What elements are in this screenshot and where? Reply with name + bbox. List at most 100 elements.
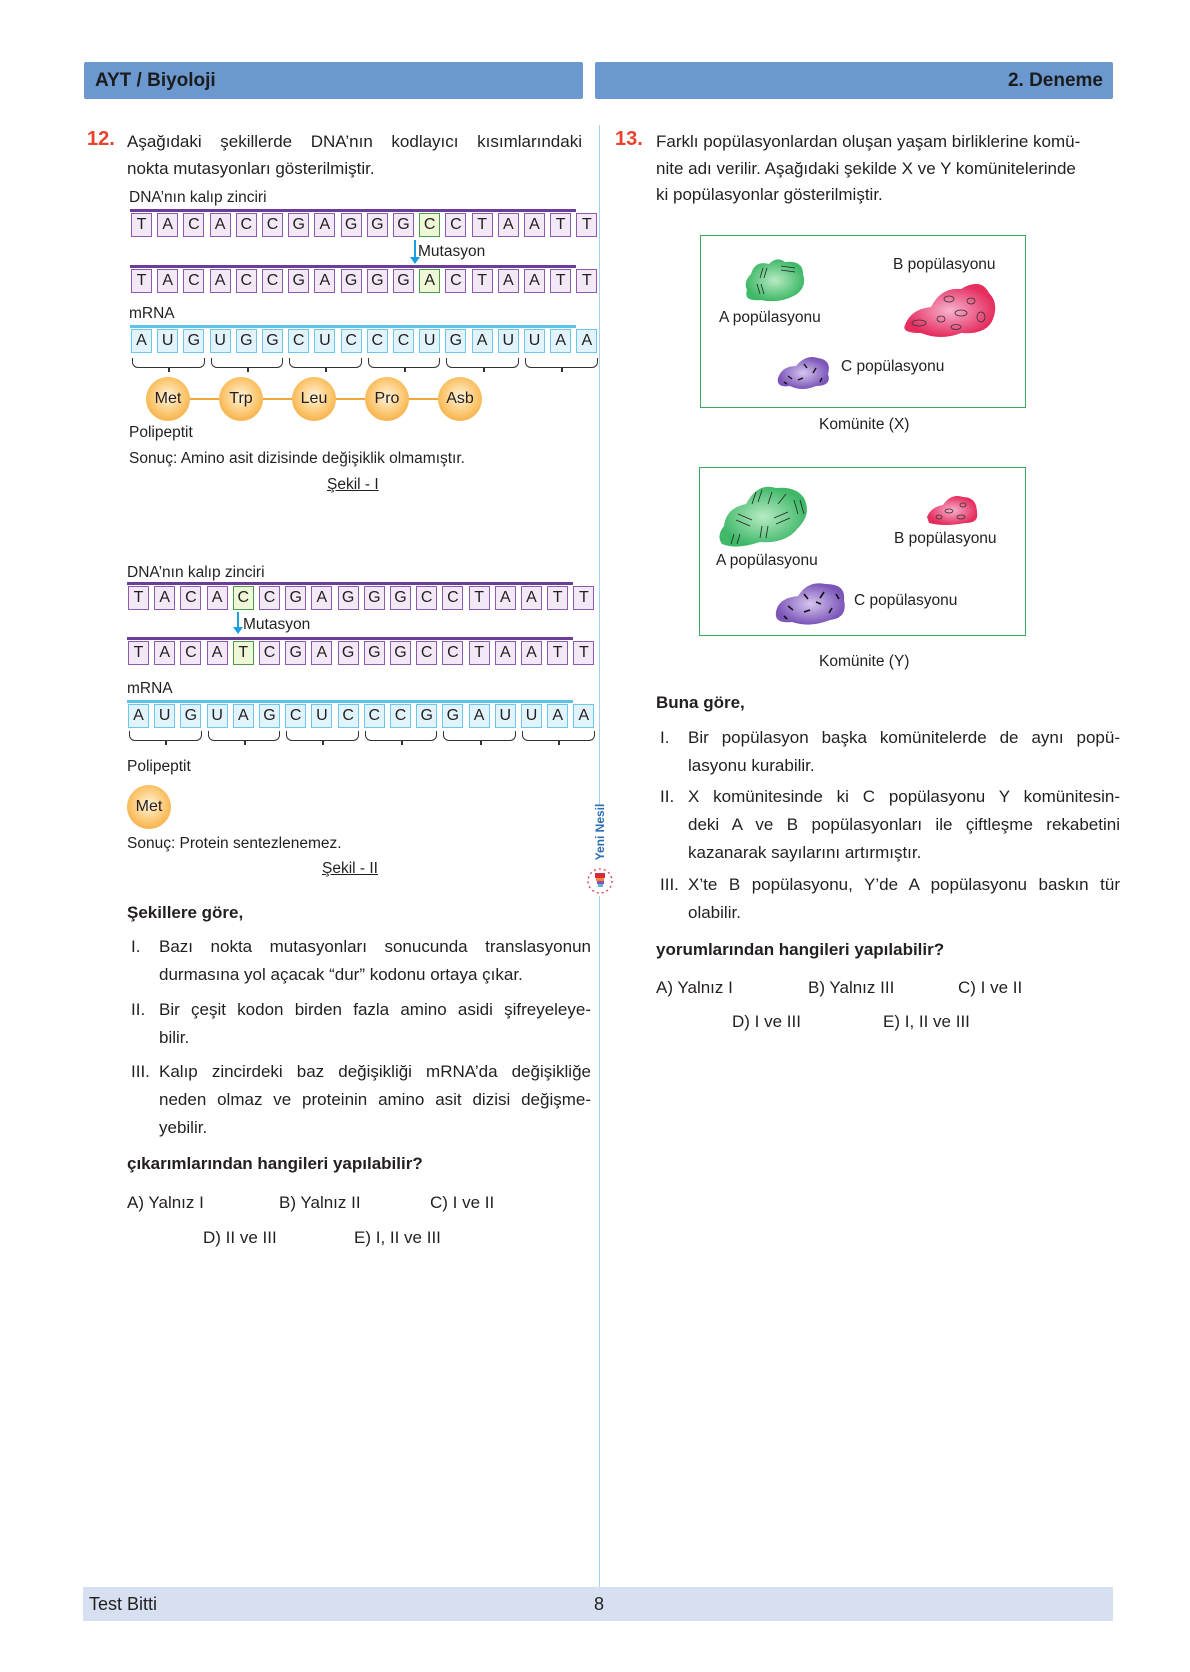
base-cell: C [259, 586, 280, 610]
base-cell: A [494, 641, 516, 665]
base-cell: A [154, 641, 176, 665]
fig2-polypeptide-label: Polipeptit [127, 758, 191, 775]
q13-number: 13. [615, 128, 643, 150]
base-cell: A [521, 586, 542, 610]
population-b-icon [904, 283, 996, 337]
codon-brace [525, 358, 598, 372]
codon-brace [129, 731, 202, 745]
y-population-c-label: C popülasyonu [854, 592, 958, 609]
community-x-box: A popülasyonu B popülasyonu C popülasyon… [700, 235, 1026, 408]
q12-option-e[interactable]: E) I, II ve III [354, 1228, 441, 1247]
base-cell: C [393, 329, 414, 353]
base-cell: G [363, 586, 385, 610]
codon-brace [207, 731, 281, 745]
fig1-result: Sonuç: Amino asit dizisinde değişiklik o… [129, 450, 465, 467]
base-cell: C [180, 641, 202, 665]
base-cell: A [573, 704, 595, 728]
q13-option-e[interactable]: E) I, II ve III [883, 1012, 970, 1031]
base-cell: G [235, 329, 257, 353]
population-a-icon [745, 259, 805, 302]
statement-line: yebilir. [159, 1118, 208, 1137]
mutated-base-cell: C [232, 586, 254, 610]
codon-brace [210, 358, 284, 372]
fig1-mrna-label: mRNA [129, 305, 175, 322]
statement-line: bilir. [159, 1028, 190, 1047]
base-cell: G [363, 641, 385, 665]
base-cell: A [547, 704, 569, 728]
q13-lead: Buna göre, [656, 693, 745, 712]
base-cell: C [366, 329, 388, 353]
base-cell: T [547, 586, 569, 610]
q12-option-b[interactable]: B) Yalnız II [279, 1193, 361, 1212]
fig2-mutation-label: Mutasyon [243, 616, 311, 633]
base-cell: A [209, 213, 231, 237]
q12-option-a[interactable]: A) Yalnız I [127, 1193, 204, 1212]
amino-acid: Pro [365, 377, 409, 421]
base-cell: A [314, 269, 336, 293]
base-cell: G [366, 213, 388, 237]
base-cell: A [232, 704, 254, 728]
q13-stem-line2: nite adı verilir. Aşağıdaki şekilde X ve… [656, 159, 1076, 178]
fig1-mutation-label: Mutasyon [418, 243, 486, 260]
base-cell: C [390, 704, 411, 728]
q12-option-d[interactable]: D) II ve III [203, 1228, 277, 1247]
base-cell: T [547, 641, 569, 665]
q13-question: yorumlarından hangileri yapılabilir? [656, 940, 945, 959]
amino-acid: Leu [292, 377, 336, 421]
base-cell: U [497, 329, 519, 353]
q13-option-a[interactable]: A) Yalnız I [656, 978, 733, 997]
base-cell: G [288, 213, 310, 237]
base-cell: A [311, 586, 333, 610]
codon-brace [132, 358, 205, 372]
base-cell: A [131, 329, 152, 353]
base-cell: A [494, 586, 516, 610]
population-b-icon [927, 496, 978, 525]
statement-line: Bazı nokta mutasyonları sonucunda transl… [159, 937, 591, 956]
fig1-dna-label: DNA’nın kalıp zinciri [129, 189, 267, 206]
base-cell: G [445, 329, 467, 353]
base-cell: G [288, 269, 310, 293]
statement-number: III. [131, 1062, 150, 1081]
base-cell: A [524, 269, 545, 293]
base-cell: C [235, 213, 257, 237]
base-cell: T [550, 213, 572, 237]
base-cell: U [314, 329, 336, 353]
base-cell: G [393, 269, 414, 293]
base-cell: G [393, 213, 414, 237]
base-cell: C [288, 329, 310, 353]
mutated-base-cell: A [419, 269, 441, 293]
q13-option-d[interactable]: D) I ve III [732, 1012, 801, 1031]
base-cell: A [497, 269, 519, 293]
fig2-mrna-label: mRNA [127, 680, 173, 697]
base-cell: C [183, 213, 205, 237]
q13-option-c[interactable]: C) I ve II [958, 978, 1023, 997]
codon-brace [446, 358, 519, 372]
base-cell: G [390, 586, 411, 610]
base-cell: C [337, 704, 359, 728]
base-cell: T [576, 269, 598, 293]
logo-icon [587, 868, 613, 894]
q13-option-b[interactable]: B) Yalnız III [808, 978, 895, 997]
base-cell: G [366, 269, 388, 293]
statement-line: lasyonu kurabilir. [688, 756, 815, 775]
x-population-a-label: A popülasyonu [719, 309, 821, 326]
base-cell: G [285, 586, 307, 610]
statement-line: kazanarak sayılarını artırmıştır. [688, 843, 922, 862]
base-cell: G [259, 704, 280, 728]
codon-brace [289, 358, 362, 372]
fig1-caption: Şekil - I [327, 476, 379, 493]
base-cell: G [340, 269, 362, 293]
statement-line: X’te B popülasyonu, Y’de A popülasyonu b… [688, 875, 1120, 894]
statement-line: neden olmaz ve proteinin amino asit dizi… [159, 1090, 591, 1109]
q12-option-c[interactable]: C) I ve II [430, 1193, 495, 1212]
q12-stem-line2: nokta mutasyonları gösterilmiştir. [127, 159, 375, 178]
base-cell: U [311, 704, 333, 728]
base-cell: A [468, 704, 490, 728]
header-left: AYT / Biyoloji [84, 62, 583, 99]
x-population-c-label: C popülasyonu [841, 358, 945, 375]
base-cell: T [573, 641, 595, 665]
base-cell: U [154, 704, 176, 728]
logo-text: Yeni Nesil [593, 803, 607, 861]
